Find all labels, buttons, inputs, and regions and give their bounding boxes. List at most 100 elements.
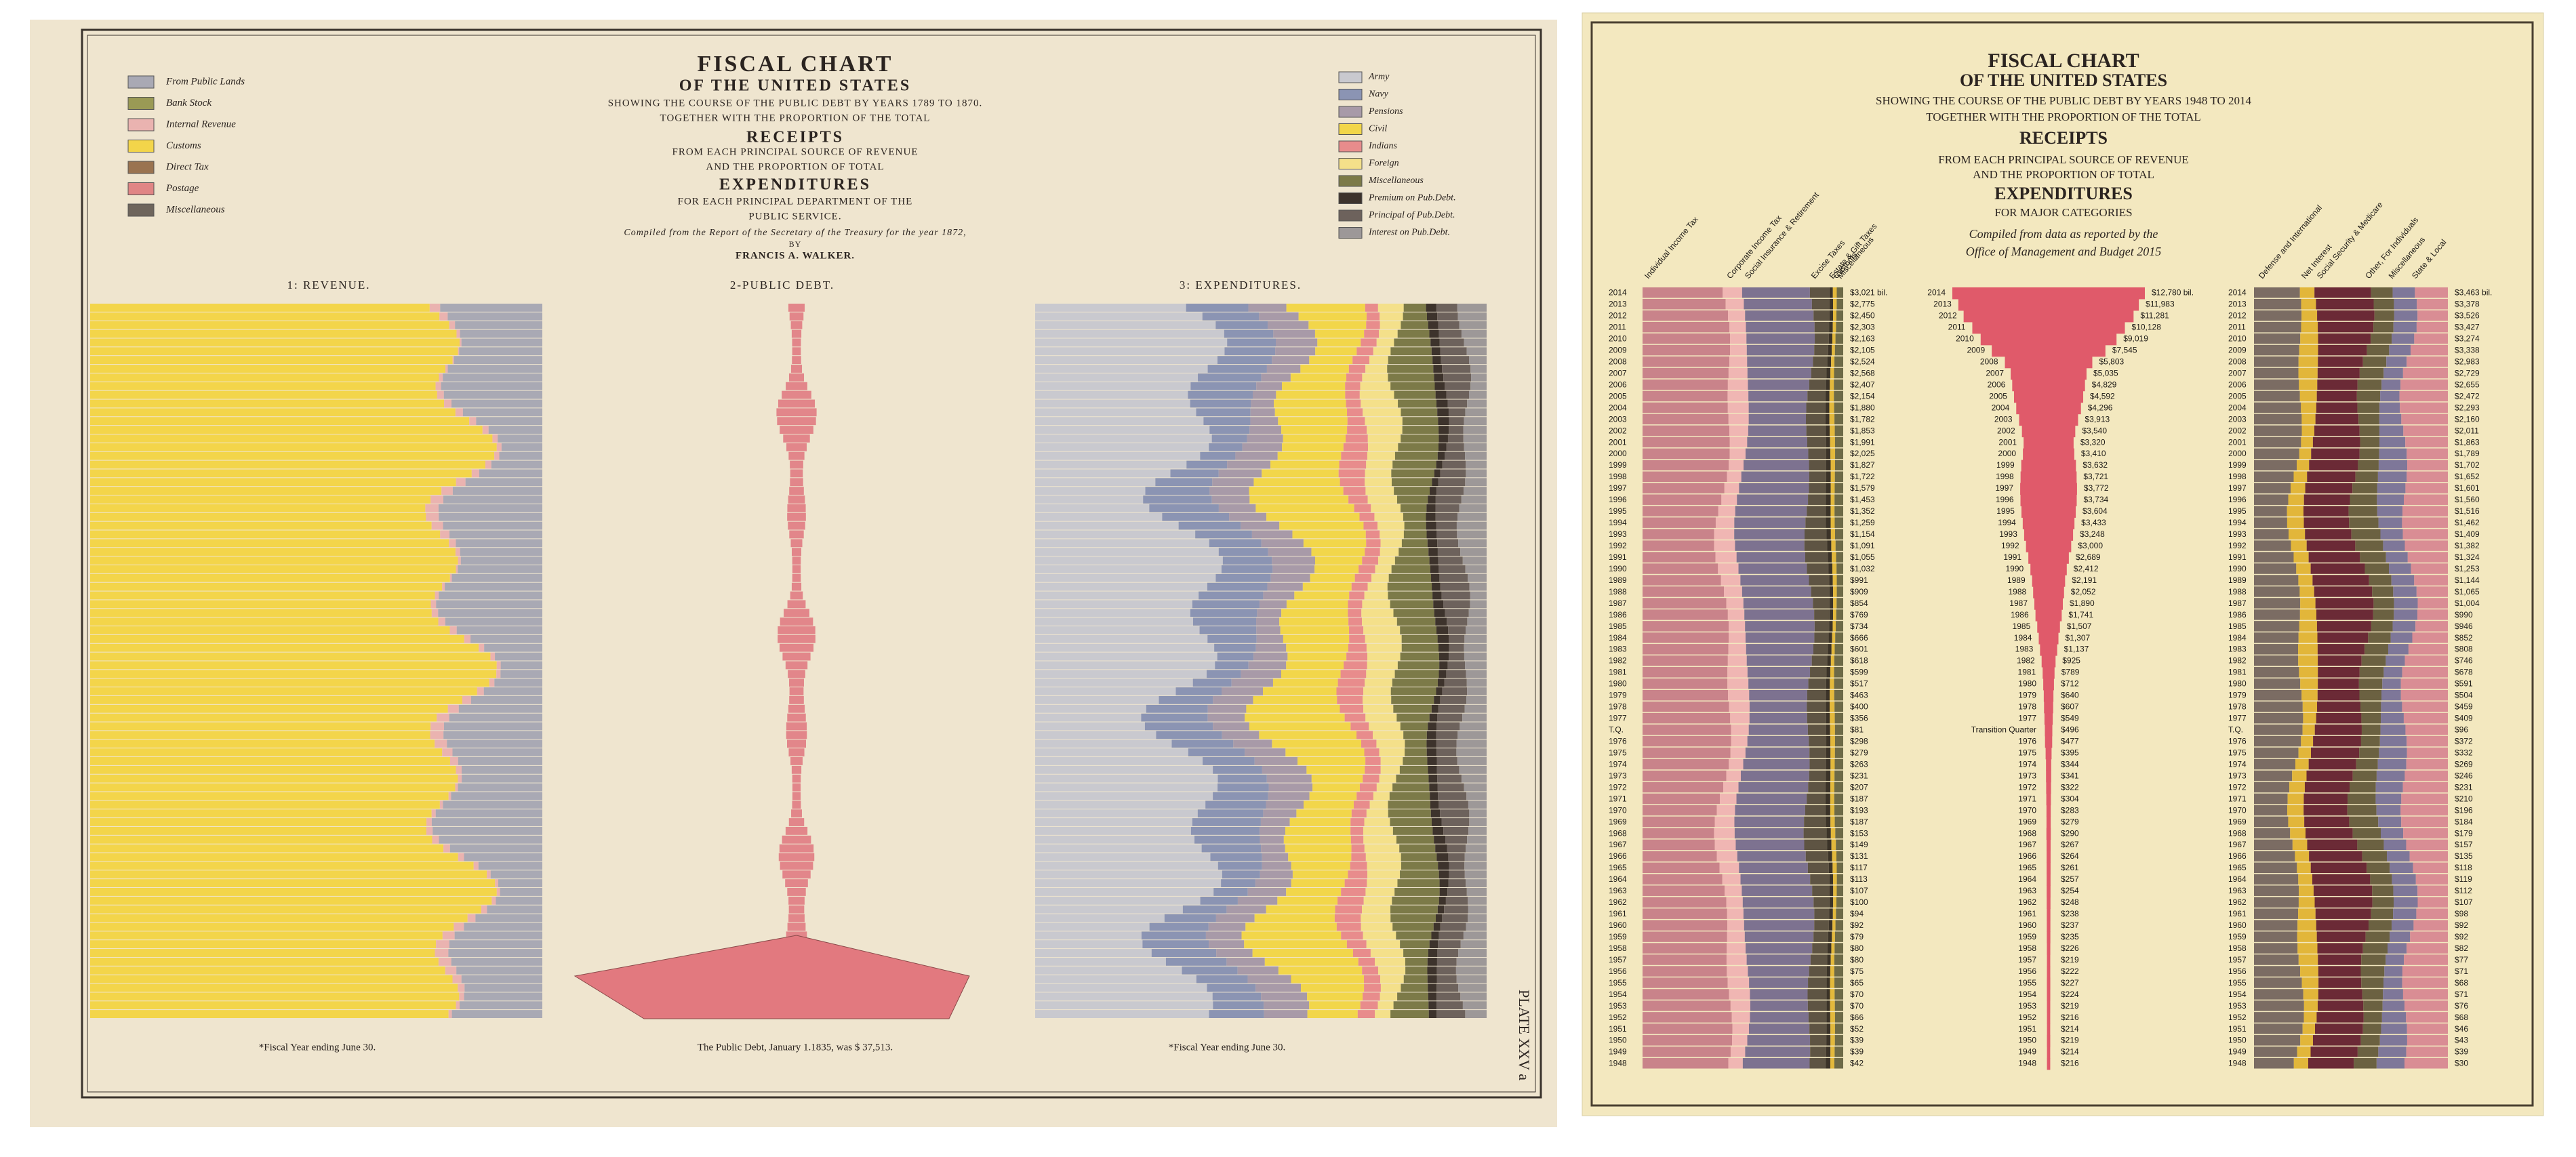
revenue-label: $666	[1850, 633, 1868, 643]
revenue-stripe	[1727, 609, 1745, 620]
expenditure-stripe	[1438, 800, 1468, 809]
revenue-stripe	[1722, 874, 1741, 885]
expenditure-stripe	[2254, 321, 2301, 333]
debt-bar	[2047, 920, 2051, 932]
revenue-stripe	[1826, 758, 1831, 770]
revenue-label: $2,775	[1850, 300, 1875, 309]
expenditure-stripe	[1366, 940, 1401, 949]
expenditure-stripe	[1285, 748, 1365, 757]
expenditure-stripe	[2254, 448, 2299, 460]
expenditure-stripe	[1350, 818, 1365, 826]
expenditure-stripe	[1205, 800, 1266, 809]
debt-stripe	[792, 800, 801, 809]
revenue-stripe	[90, 1001, 456, 1010]
expenditure-stripe	[1246, 704, 1340, 713]
revenue-stripe	[1834, 471, 1843, 482]
revenue-stripe	[500, 661, 542, 670]
revenue-label: $187	[1850, 817, 1868, 826]
expenditure-stripe	[1035, 748, 1188, 757]
expenditure-stripe	[1471, 373, 1487, 382]
expenditure-stripe	[1426, 731, 1436, 739]
legend-swatch	[127, 97, 155, 110]
debt-year: 2010	[1956, 334, 1974, 344]
expenditure-stripe	[1280, 626, 1350, 634]
revenue-stripe	[430, 495, 443, 504]
revenue-stripe	[431, 521, 443, 530]
year-label: 1953	[1609, 1001, 1627, 1011]
expenditure-stripe	[1349, 591, 1365, 600]
revenue-stripe	[90, 634, 464, 643]
debt-stripe	[792, 556, 801, 565]
expenditure-stripe	[2417, 609, 2448, 620]
revenue-stripe	[1643, 782, 1724, 793]
expenditure-label: $1,065	[2455, 587, 2480, 596]
expenditure-stripe	[2287, 506, 2303, 516]
year-label: 1955	[1609, 978, 1627, 988]
expenditure-stripe	[1196, 975, 1248, 983]
revenue-stripe	[1807, 437, 1826, 448]
expenditure-stripe	[1438, 896, 1446, 905]
revenue-stripe	[90, 905, 481, 914]
expenditure-stripe	[1268, 548, 1312, 556]
expenditure-stripe	[2254, 724, 2303, 735]
revenue-stripe	[1831, 356, 1835, 367]
expenditure-stripe	[1035, 347, 1225, 356]
expenditure-stripe	[1035, 382, 1191, 390]
revenue-stripe	[1643, 828, 1714, 839]
revenue-stripe	[1826, 689, 1830, 701]
expenditure-stripe	[1394, 487, 1430, 495]
revenue-stripe	[1834, 437, 1843, 448]
revenue-stripe	[1832, 344, 1835, 356]
expenditure-label: $852	[2455, 633, 2473, 643]
left-title-line: EXPENDITURES	[719, 176, 871, 194]
expenditure-stripe	[2371, 621, 2393, 632]
year-label: 1950	[2228, 1036, 2247, 1045]
expenditure-label: $3,274	[2455, 334, 2480, 344]
expenditure-stripe	[1429, 556, 1438, 565]
expenditure-stripe	[1261, 992, 1308, 1001]
expenditure-label: $1,409	[2455, 529, 2480, 539]
expenditure-stripe	[1259, 312, 1299, 321]
revenue-stripe	[487, 870, 491, 879]
revenue-label: $1,055	[1850, 552, 1875, 562]
expenditure-stripe	[1224, 329, 1274, 338]
revenue-stripe	[1643, 724, 1731, 735]
revenue-stripe	[454, 931, 542, 940]
expenditure-stripe	[2307, 839, 2358, 851]
revenue-stripe	[1829, 908, 1833, 919]
debt-stripe	[789, 530, 804, 539]
expenditure-stripe	[2298, 874, 2313, 885]
expenditure-stripe	[1245, 748, 1286, 757]
revenue-stripe	[1747, 437, 1807, 448]
year-label: 2008	[1609, 357, 1627, 366]
expenditure-stripe	[1438, 478, 1466, 487]
expenditure-stripe	[2386, 552, 2408, 563]
expenditure-stripe	[1463, 931, 1487, 940]
expenditure-stripe	[2314, 586, 2373, 597]
revenue-label: $1,259	[1850, 518, 1875, 527]
expenditure-stripe	[1367, 879, 1398, 888]
revenue-stripe	[1834, 1023, 1843, 1034]
expenditure-stripe	[1259, 731, 1357, 739]
expenditure-stripe	[2394, 609, 2418, 620]
revenue-stripe	[462, 408, 542, 417]
expenditure-stripe	[1436, 957, 1457, 966]
revenue-stripe	[90, 922, 454, 931]
debt-label: $7,545	[2112, 346, 2137, 355]
expenditure-stripe	[1213, 888, 1248, 896]
debt-stripe	[792, 573, 801, 582]
expenditure-stripe	[1255, 879, 1291, 888]
expenditure-stripe	[2254, 667, 2299, 678]
expenditure-stripe	[1035, 643, 1215, 652]
debt-bar	[2047, 954, 2051, 967]
expenditure-stripe	[2361, 655, 2386, 666]
revenue-stripe	[1735, 540, 1805, 551]
expenditure-stripe	[2373, 298, 2394, 310]
expenditure-stripe	[1035, 617, 1193, 626]
revenue-stripe	[1834, 390, 1843, 402]
expenditure-stripe	[2254, 701, 2303, 712]
debt-label: $9,019	[2123, 334, 2148, 344]
expenditure-stripe	[1364, 748, 1380, 757]
revenue-stripe	[447, 312, 542, 321]
expenditure-stripe	[2404, 494, 2448, 505]
